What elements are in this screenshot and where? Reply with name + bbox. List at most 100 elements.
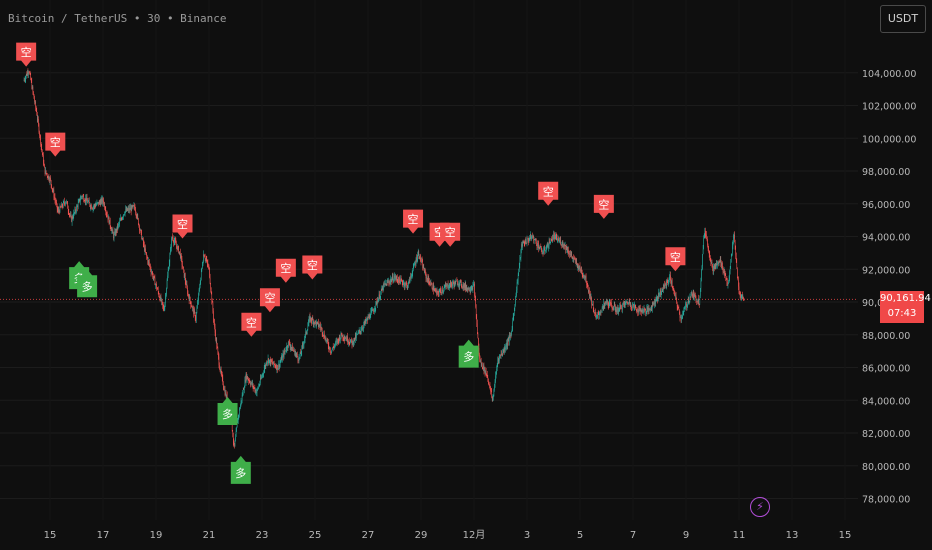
candle-body xyxy=(466,287,467,289)
candle-body xyxy=(701,270,702,281)
buy-signal-marker: 多 xyxy=(77,269,98,298)
candle-body xyxy=(716,263,717,267)
candle-body xyxy=(252,383,254,388)
candle-body xyxy=(679,310,680,315)
candle-body xyxy=(551,238,553,242)
candle-body xyxy=(584,276,585,277)
candle-body xyxy=(511,331,512,335)
candle-body xyxy=(350,340,351,344)
candle-body xyxy=(138,224,140,226)
candle-body xyxy=(318,322,319,327)
candle-body xyxy=(548,241,550,247)
candle-body xyxy=(447,283,448,285)
currency-button[interactable]: USDT xyxy=(880,5,926,33)
candle-body xyxy=(30,79,32,82)
candle-body xyxy=(670,275,671,281)
candle-body xyxy=(233,441,235,444)
candle-body xyxy=(26,74,28,76)
candle-body xyxy=(99,202,101,205)
candle-body xyxy=(331,349,333,351)
candle-body xyxy=(731,253,733,257)
candle-body xyxy=(688,299,690,302)
candle-body xyxy=(244,379,246,388)
candle-body xyxy=(730,262,731,269)
candle-body xyxy=(36,110,37,116)
candle-body xyxy=(643,311,644,313)
candle-body xyxy=(724,270,725,275)
candle-body xyxy=(241,400,242,401)
candle-body xyxy=(523,242,525,244)
candle-body xyxy=(538,247,540,249)
candle-body xyxy=(362,328,364,329)
candle-body xyxy=(514,305,516,309)
candle-body xyxy=(341,333,342,336)
candle-body xyxy=(300,352,301,354)
candle-body xyxy=(462,284,464,288)
candle-body xyxy=(597,313,598,315)
candle-body xyxy=(637,311,638,313)
candle-body xyxy=(302,344,303,347)
candle-body xyxy=(732,245,733,254)
candle-body xyxy=(610,301,611,303)
candle-body xyxy=(176,244,177,247)
candle-body xyxy=(522,241,524,244)
candle-body xyxy=(166,288,167,295)
candle-body xyxy=(251,382,253,386)
candle-body xyxy=(351,341,353,345)
candle-body xyxy=(244,387,245,390)
candle-body xyxy=(468,287,470,291)
candle-body xyxy=(474,283,475,297)
candle-body xyxy=(101,198,103,203)
time-tick-label: 11 xyxy=(733,530,746,541)
candle-body xyxy=(127,209,129,211)
candle-body xyxy=(97,202,99,203)
candle-body xyxy=(673,288,675,291)
candle-body xyxy=(693,293,694,298)
candle-body xyxy=(441,292,442,293)
candle-body xyxy=(366,319,367,322)
candle-body xyxy=(156,288,158,290)
candle-body xyxy=(100,200,102,205)
candle-body xyxy=(118,223,120,225)
candle-body xyxy=(689,301,690,302)
candle-body xyxy=(209,277,211,284)
candle-body xyxy=(493,389,495,397)
candle-body xyxy=(231,420,233,431)
candle-body xyxy=(32,86,34,92)
time-tick-label: 23 xyxy=(256,530,269,541)
candle-body xyxy=(363,324,364,329)
candle-body xyxy=(217,348,219,353)
candle-body xyxy=(172,236,173,239)
candle-body xyxy=(660,290,661,295)
candle-body xyxy=(203,254,205,257)
candle-body xyxy=(72,216,73,219)
candle-body xyxy=(563,245,564,247)
candle-body xyxy=(699,295,701,305)
chart-grid xyxy=(0,72,858,499)
candle-body xyxy=(526,243,527,244)
candle-body xyxy=(278,364,279,369)
candle-body xyxy=(507,341,508,346)
candle-body xyxy=(398,277,400,283)
candle-body xyxy=(262,373,263,377)
candle-body xyxy=(174,239,176,242)
candle-body xyxy=(294,350,296,356)
candle-body xyxy=(130,207,131,210)
candle-body xyxy=(194,310,195,313)
lightning-icon[interactable]: ⚡ xyxy=(750,497,770,517)
candle-body xyxy=(183,267,184,270)
candle-body xyxy=(467,287,468,291)
candle-body xyxy=(524,243,526,245)
candle-body xyxy=(322,333,323,335)
candle-body xyxy=(81,196,82,198)
candle-body xyxy=(205,258,206,260)
candle-body xyxy=(742,296,744,299)
candle-body xyxy=(521,244,523,247)
candle-body xyxy=(564,243,565,247)
candle-body xyxy=(410,276,411,278)
candle-body xyxy=(208,266,210,268)
candle-body xyxy=(589,293,591,296)
candle-body xyxy=(657,296,658,300)
candle-body xyxy=(93,206,94,208)
